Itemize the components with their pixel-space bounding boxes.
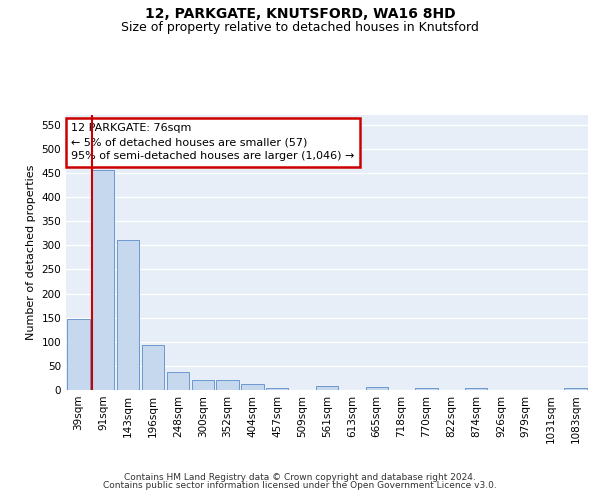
- Bar: [465, 388, 487, 390]
- Bar: [142, 345, 164, 390]
- Bar: [117, 240, 139, 390]
- Bar: [266, 388, 289, 390]
- Text: Size of property relative to detached houses in Knutsford: Size of property relative to detached ho…: [121, 21, 479, 34]
- Bar: [415, 388, 437, 390]
- Bar: [565, 388, 587, 390]
- Bar: [365, 387, 388, 390]
- Text: Contains public sector information licensed under the Open Government Licence v3: Contains public sector information licen…: [103, 482, 497, 490]
- Bar: [217, 380, 239, 390]
- Bar: [167, 372, 189, 390]
- Text: 12, PARKGATE, KNUTSFORD, WA16 8HD: 12, PARKGATE, KNUTSFORD, WA16 8HD: [145, 8, 455, 22]
- Bar: [92, 170, 115, 390]
- Bar: [316, 386, 338, 390]
- Text: 12 PARKGATE: 76sqm
← 5% of detached houses are smaller (57)
95% of semi-detached: 12 PARKGATE: 76sqm ← 5% of detached hous…: [71, 123, 355, 161]
- Bar: [241, 384, 263, 390]
- Y-axis label: Number of detached properties: Number of detached properties: [26, 165, 36, 340]
- Bar: [191, 380, 214, 390]
- Text: Contains HM Land Registry data © Crown copyright and database right 2024.: Contains HM Land Registry data © Crown c…: [124, 472, 476, 482]
- Bar: [67, 318, 89, 390]
